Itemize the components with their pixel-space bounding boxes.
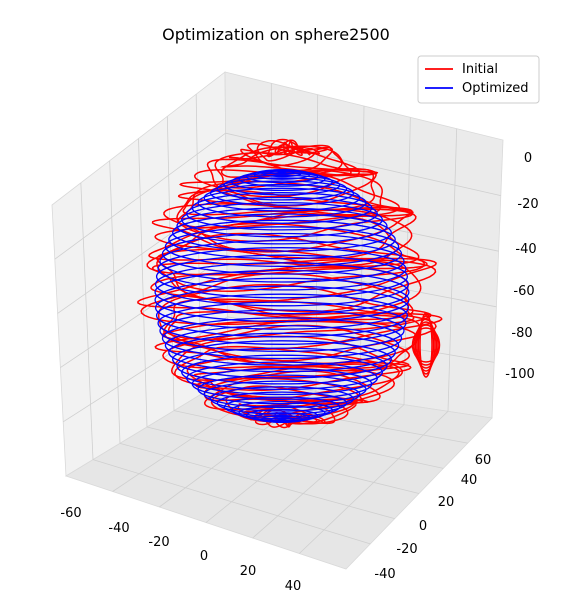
- optimized-ring: [176, 347, 388, 385]
- back-pane-hgrid: [225, 132, 501, 196]
- legend: Initial Optimized: [417, 55, 540, 104]
- initial-side-loop: [416, 318, 436, 372]
- optimized-ring: [203, 380, 361, 409]
- x-tick-label: 20: [240, 564, 257, 579]
- initial-ring: [154, 208, 413, 266]
- optimized-ring: [238, 405, 326, 422]
- initial-ring: [162, 324, 411, 372]
- initial-ring: [163, 203, 413, 253]
- optimized-ring: [277, 419, 287, 422]
- initial-ring: [163, 298, 443, 351]
- optimized-ring: [186, 361, 378, 396]
- legend-box: [417, 55, 540, 104]
- z-tick-label: -80: [511, 326, 532, 341]
- left-pane-vgrid: [138, 138, 148, 428]
- optimized-ring: [191, 368, 373, 400]
- y-tick-label: 20: [438, 495, 455, 510]
- initial-side-loop: [414, 321, 438, 369]
- optimized-ring: [159, 309, 405, 353]
- optimized-ring: [155, 293, 409, 338]
- initial-ring: [220, 146, 361, 178]
- optimized-ring: [181, 201, 383, 238]
- optimized-ring: [230, 400, 334, 420]
- optimized-ring: [155, 254, 409, 299]
- y-tick-label: 60: [475, 453, 492, 468]
- optimized-ring: [154, 277, 410, 323]
- optimized-ring: [172, 213, 392, 252]
- optimized-ring: [164, 226, 400, 268]
- chart-title: Optimization on sphere2500: [162, 25, 390, 44]
- series-layer: [137, 138, 443, 429]
- optimized-ring: [154, 269, 410, 315]
- optimized-ring: [161, 232, 403, 275]
- y-tick-label: 40: [461, 473, 478, 488]
- z-tick-label: -40: [515, 242, 536, 257]
- optimized-ring: [168, 219, 396, 260]
- z-tick-label: -100: [505, 367, 535, 382]
- optimized-ring: [159, 239, 405, 283]
- initial-ring: [177, 169, 383, 216]
- z-tick-label: 0: [524, 151, 532, 166]
- initial-side-loop: [417, 315, 435, 375]
- optimized-ring: [245, 169, 319, 184]
- optimized-ring: [161, 317, 403, 360]
- series-optimized: [154, 169, 410, 423]
- back-pane-vgrid: [403, 117, 411, 405]
- legend-label-optimized: Optimized: [462, 81, 529, 96]
- initial-side-loop: [411, 327, 441, 363]
- initial-ring: [156, 232, 425, 292]
- initial-side-loop: [413, 324, 439, 366]
- optimized-ring: [269, 417, 295, 423]
- floor-grid-b: [299, 411, 449, 554]
- legend-label-initial: Initial: [462, 62, 498, 77]
- x-tick-label: 40: [285, 579, 302, 594]
- x-tick-label: -40: [108, 521, 129, 536]
- optimized-ring: [209, 386, 355, 412]
- x-tick-label: -60: [60, 506, 81, 521]
- optimized-ring: [223, 174, 341, 196]
- y-tick-label: -40: [374, 567, 395, 582]
- optimized-ring: [209, 180, 355, 206]
- optimized-ring: [176, 207, 388, 245]
- left-pane-vgrid: [80, 182, 94, 460]
- axis-ticks: -60-40-2002040-40-2002040600-20-40-60-80…: [60, 151, 538, 594]
- initial-ring: [203, 377, 370, 411]
- x-tick-label: 0: [200, 549, 208, 564]
- optimized-ring: [157, 301, 407, 345]
- optimized-ring: [154, 285, 410, 330]
- optimized-ring: [197, 374, 367, 405]
- optimized-ring: [172, 340, 392, 379]
- left-pane-hgrid: [62, 316, 228, 423]
- optimized-ring: [181, 354, 383, 391]
- z-tick-label: -60: [513, 284, 534, 299]
- x-tick-label: -20: [148, 535, 169, 550]
- y-tick-label: 0: [419, 519, 427, 534]
- optimized-ring: [164, 324, 400, 366]
- z-tick-label: -20: [517, 197, 538, 212]
- optimized-ring: [157, 247, 407, 291]
- left-pane-hgrid: [54, 132, 226, 260]
- back-pane-vgrid: [447, 128, 458, 412]
- y-tick-label: -20: [396, 542, 417, 557]
- initial-ring: [137, 266, 414, 321]
- left-pane-vgrid: [109, 160, 121, 444]
- optimized-ring: [154, 262, 410, 307]
- optimized-ring: [223, 396, 341, 418]
- optimized-ring: [216, 391, 348, 415]
- optimized-ring: [168, 332, 396, 373]
- initial-ring: [246, 142, 329, 167]
- optimized-ring: [216, 177, 348, 201]
